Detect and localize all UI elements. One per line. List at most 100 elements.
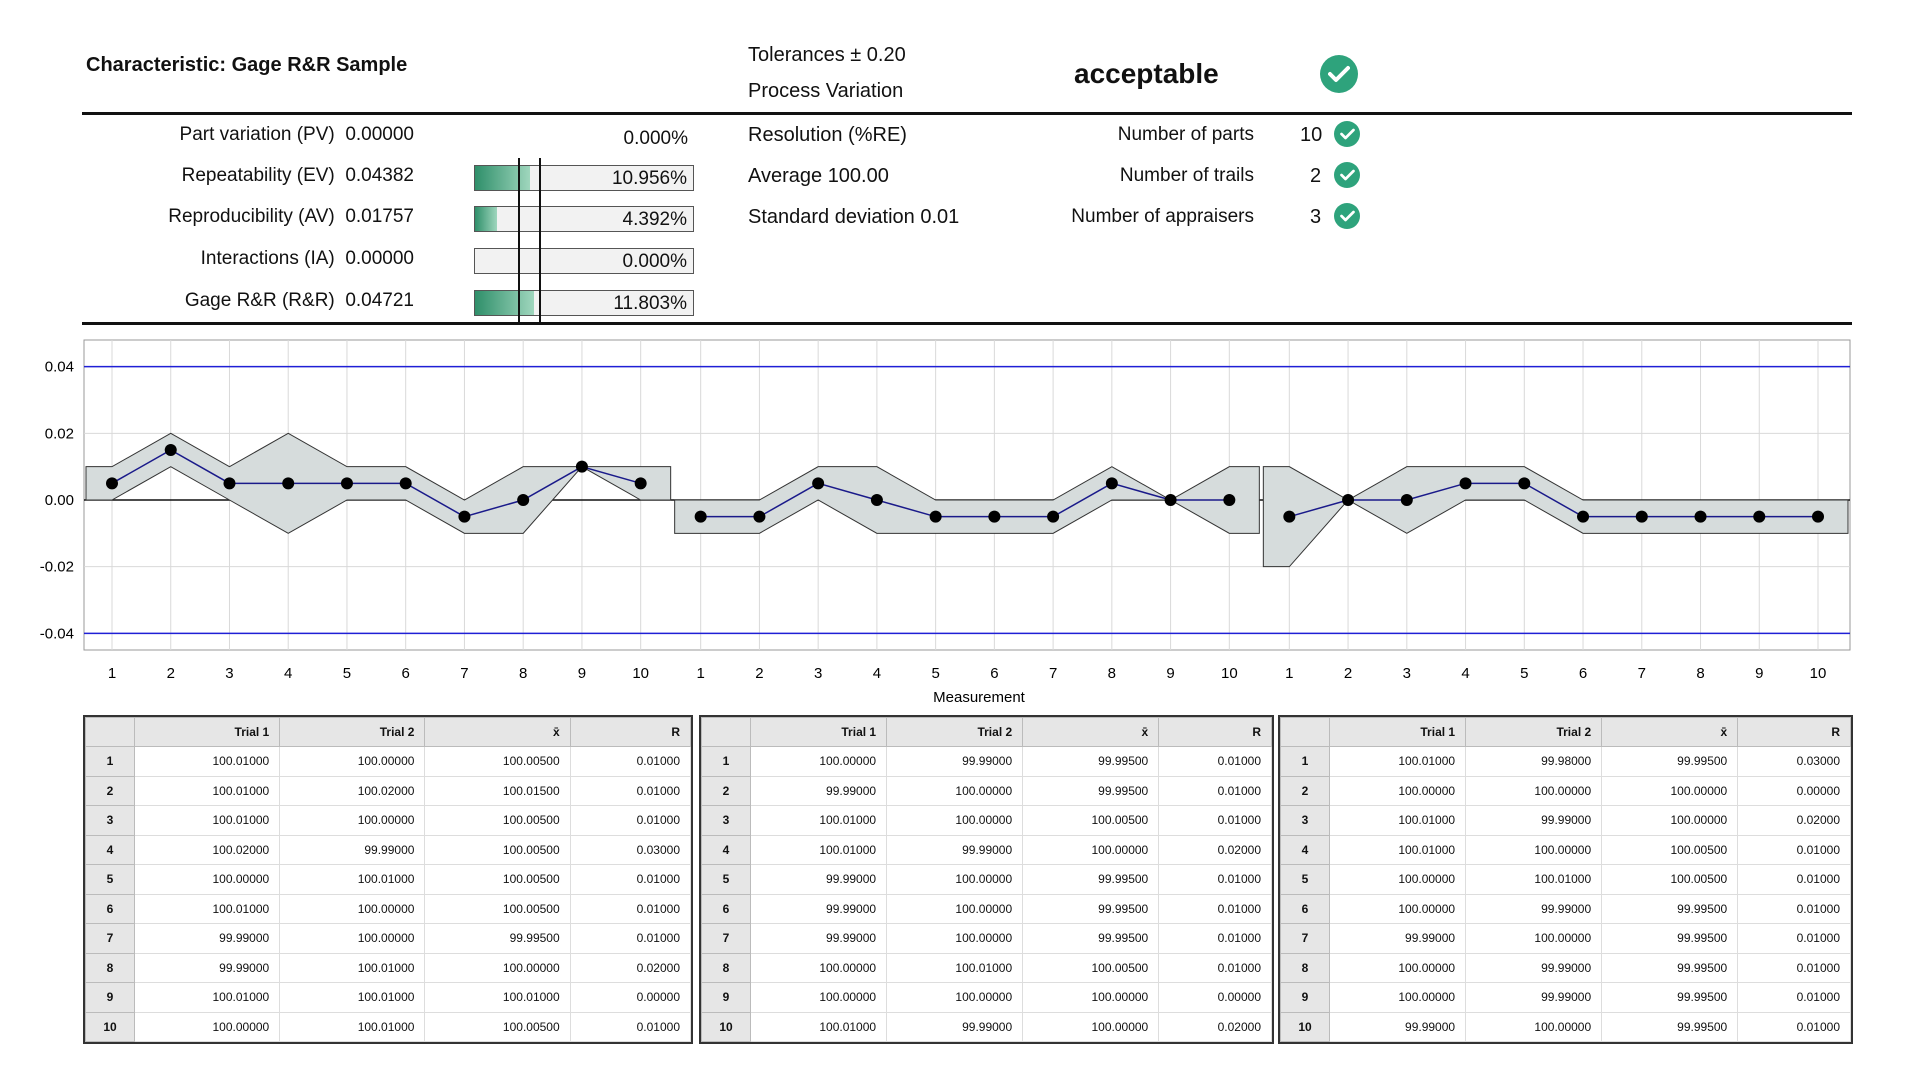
table-cell: 100.00000 xyxy=(279,746,426,777)
check-icon xyxy=(1334,162,1360,188)
x-tick-label: 8 xyxy=(519,665,527,682)
x-tick-label: 8 xyxy=(1108,665,1116,682)
std-dev-label: Standard deviation 0.01 xyxy=(748,206,960,228)
table-row: 8 100.00000 99.99000 99.99500 0.01000 xyxy=(1280,952,1851,983)
x-tick-label: 10 xyxy=(1810,665,1827,682)
status-text: acceptable xyxy=(1074,58,1219,89)
table-cell: 100.00000 xyxy=(1328,952,1467,983)
row-number: 4 xyxy=(701,834,751,865)
data-point xyxy=(1047,510,1060,523)
row-number: 5 xyxy=(1280,864,1330,895)
table-cell: 0.01000 xyxy=(1158,864,1272,895)
table-cell: 0.01000 xyxy=(1737,893,1851,924)
ev-bar-fill xyxy=(475,166,530,190)
x-tick-label: 5 xyxy=(931,665,939,682)
table-cell: 0.01000 xyxy=(569,923,692,954)
table-cell: 100.00000 xyxy=(1022,1011,1160,1042)
table-cell: 100.00000 xyxy=(886,805,1024,836)
table-cell: 100.01000 xyxy=(424,982,571,1013)
row-number: 10 xyxy=(85,1011,135,1042)
data-point xyxy=(1694,510,1707,523)
appraiser-table-3: Trial 1 Trial 2 x̄ R 1 100.01000 99.98000 99.99… xyxy=(1278,715,1853,1044)
data-point xyxy=(870,494,883,506)
table-cell: 100.00500 xyxy=(424,893,571,924)
table-cell: 100.01000 xyxy=(279,982,426,1013)
table-cell: 99.99500 xyxy=(1022,864,1160,895)
table-row: 4 100.02000 99.99000 100.00500 0.03000 xyxy=(85,834,692,865)
table-cell: 0.01000 xyxy=(569,893,692,924)
table-row: 7 99.99000 100.00000 99.99500 0.01000 xyxy=(1280,923,1851,954)
ia-percent: 0.000% xyxy=(622,251,687,272)
range-chart: 1 2 3 4 5 6 7 8 9 10 1 2 3 4 5 6 7 8 9 10 1 2 3 4 5 6 7 8 9 10 0.04 0.0… xyxy=(40,339,1851,706)
table-cell: 100.01000 xyxy=(1328,834,1467,865)
x-tick-label: 4 xyxy=(284,665,292,682)
column-header: Trial 1 xyxy=(1328,717,1467,747)
table-cell: 100.01000 xyxy=(1465,864,1603,895)
table-row: 7 99.99000 100.00000 99.99500 0.01000 xyxy=(85,923,692,954)
table-cell: 100.00500 xyxy=(1601,864,1739,895)
data-point xyxy=(1812,510,1824,523)
table-row: 5 99.99000 100.00000 99.99500 0.01000 xyxy=(701,864,1272,895)
table-cell: 100.00500 xyxy=(424,834,571,865)
table-cell: 99.99500 xyxy=(1022,893,1160,924)
data-point xyxy=(106,477,118,490)
av-bar-fill xyxy=(475,207,498,231)
table-cell: 99.99000 xyxy=(886,834,1024,865)
check-icon xyxy=(1320,55,1358,93)
table-cell: 100.00000 xyxy=(1328,893,1467,924)
x-tick-label: 2 xyxy=(755,665,763,682)
metric-label: Gage R&R (R&R) xyxy=(184,290,335,311)
tolerances-label: Tolerances ± 0.20 xyxy=(748,44,906,66)
x-tick-label: 10 xyxy=(632,665,649,682)
metric-row-ia: Interactions (IA) 0.00000 xyxy=(78,248,414,270)
table-row: 6 100.01000 100.00000 100.00500 0.01000 xyxy=(85,893,692,924)
table-cell: 100.00000 xyxy=(886,982,1024,1013)
table-cell: 0.01000 xyxy=(1158,893,1272,924)
table-cell: 100.01000 xyxy=(279,952,426,983)
y-tick-label: 0.02 xyxy=(45,425,74,442)
x-tick-label: 3 xyxy=(1403,665,1411,682)
y-tick-label: -0.04 xyxy=(40,625,74,642)
table-cell: 99.99000 xyxy=(1328,1011,1467,1042)
table-header-row: Trial 1 Trial 2 x̄ R xyxy=(85,717,692,747)
table-cell: 99.99500 xyxy=(1601,952,1739,983)
corner-cell xyxy=(1280,717,1330,747)
metric-label: Repeatability (EV) xyxy=(181,165,335,186)
table-cell: 100.01000 xyxy=(1328,746,1467,777)
table-header-row: Trial 1 Trial 2 x̄ R xyxy=(701,717,1272,747)
table-cell: 100.00000 xyxy=(133,1011,281,1042)
table-cell: 100.01000 xyxy=(279,1011,426,1042)
av-percent: 4.392% xyxy=(622,209,687,230)
parts-count-value: 10 xyxy=(1300,124,1323,146)
table-cell: 0.01000 xyxy=(569,864,692,895)
data-point xyxy=(1283,510,1296,523)
data-point xyxy=(1105,477,1118,490)
ev-bar: 10.956% xyxy=(474,165,694,191)
table-cell: 99.99500 xyxy=(424,923,571,954)
table-cell: 100.00500 xyxy=(1601,834,1739,865)
table-row: 6 100.00000 99.99000 99.99500 0.01000 xyxy=(1280,893,1851,924)
data-table: Trial 1 Trial 2 x̄ R 1 100.01000 100.00000 100.… xyxy=(85,717,692,1042)
row-number: 8 xyxy=(1280,952,1330,983)
table-cell: 100.00000 xyxy=(1465,923,1603,954)
av-bar: 4.392% xyxy=(474,206,694,232)
table-cell: 100.00000 xyxy=(1022,834,1160,865)
table-cell: 100.01000 xyxy=(133,982,281,1013)
table-cell: 0.01000 xyxy=(1737,952,1851,983)
table-row: 2 100.01000 100.02000 100.01500 0.01000 xyxy=(85,775,692,806)
table-cell: 100.00000 xyxy=(886,923,1024,954)
threshold-line-10 xyxy=(518,158,520,324)
metric-value: 0.01757 xyxy=(345,206,414,227)
table-cell: 100.00000 xyxy=(1601,805,1739,836)
table-cell: 99.99500 xyxy=(1601,746,1739,777)
table-cell: 99.99500 xyxy=(1601,1011,1739,1042)
table-cell: 99.99500 xyxy=(1022,775,1160,806)
table-cell: 100.01000 xyxy=(133,775,281,806)
check-icon xyxy=(1334,121,1360,147)
table-cell: 100.00000 xyxy=(279,923,426,954)
table-cell: 0.02000 xyxy=(1158,1011,1272,1042)
row-number: 9 xyxy=(701,982,751,1013)
table-row: 5 100.00000 100.01000 100.00500 0.01000 xyxy=(85,864,692,895)
process-variation-label: Process Variation xyxy=(748,80,904,102)
table-cell: 100.00000 xyxy=(424,952,571,983)
